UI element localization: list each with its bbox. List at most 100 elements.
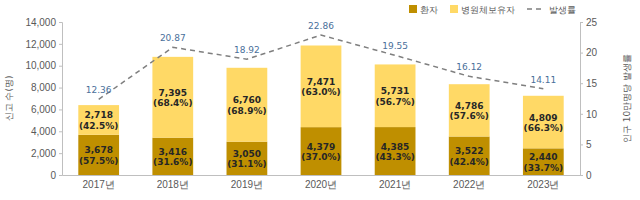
y2-tick-label: 15 bbox=[586, 78, 598, 89]
y-tick-label: 4,000 bbox=[31, 126, 56, 137]
bar bbox=[301, 127, 342, 175]
bar-value-label: 3,678 bbox=[84, 145, 112, 155]
chart: 02,0004,0006,0008,00010,00012,00014,0000… bbox=[0, 0, 640, 200]
bar-value-label: 7,395 bbox=[159, 88, 187, 98]
y2-tick-label: 10 bbox=[586, 109, 598, 120]
bar bbox=[152, 138, 193, 175]
y-tick: 8,000 bbox=[31, 82, 62, 93]
line bbox=[99, 35, 544, 99]
legend-label: 발생률 bbox=[549, 5, 576, 15]
y-tick-label: 12,000 bbox=[25, 39, 56, 50]
x-tick: 2022년 bbox=[453, 175, 485, 190]
y-axis: 0 2,000 4,000 6,000 8,000 10,000 12,000 14,000 bbox=[25, 17, 62, 181]
x-axis-line bbox=[63, 175, 581, 176]
bar bbox=[78, 105, 119, 135]
y-tick: 4,000 bbox=[31, 126, 62, 137]
bar-value-label: 2,440 bbox=[529, 152, 557, 162]
y-tick-mark bbox=[59, 153, 62, 154]
bar-value-label: 2,718 bbox=[84, 110, 112, 120]
line-value-label: 14.11 bbox=[530, 75, 556, 85]
x-tick-label: 2019년 bbox=[231, 179, 263, 190]
line-value-label: 22.86 bbox=[308, 21, 334, 31]
y2-tick: 20 bbox=[580, 47, 598, 58]
y2-tick: 5 bbox=[580, 139, 592, 150]
y-axis-title: 신고 수(명) bbox=[4, 76, 14, 122]
bar-share-label: (31.6%) bbox=[153, 157, 192, 167]
bar bbox=[449, 84, 490, 136]
x-tick: 2023년 bbox=[527, 175, 559, 190]
bar-share-label: (63.0%) bbox=[301, 87, 340, 97]
bar bbox=[227, 68, 268, 142]
y-tick-mark bbox=[59, 109, 62, 110]
y2-tick-mark bbox=[580, 22, 583, 23]
y2-tick-mark bbox=[580, 83, 583, 84]
y2-tick: 15 bbox=[580, 78, 598, 89]
x-tick: 2017년 bbox=[83, 175, 115, 190]
y2-tick: 25 bbox=[580, 17, 598, 28]
y-tick: 2,000 bbox=[31, 148, 62, 159]
y-tick-mark bbox=[59, 66, 62, 67]
y-tick-label: 14,000 bbox=[25, 17, 56, 28]
legend-label: 환자 bbox=[420, 5, 438, 15]
y2-tick-label: 20 bbox=[586, 47, 598, 58]
bar-share-label: (56.7%) bbox=[375, 97, 414, 107]
y2-tick-label: 0 bbox=[586, 170, 592, 181]
bar bbox=[449, 137, 490, 175]
bar-share-label: (68.4%) bbox=[153, 98, 192, 108]
y2-axis-title: 인구 10만명당 발생률 bbox=[622, 54, 632, 143]
x-tick: 2021년 bbox=[379, 175, 411, 190]
y2-axis: 0 5 10 15 20 25 bbox=[580, 17, 598, 181]
line-value-label: 16.12 bbox=[456, 62, 482, 72]
bar-value-label: 6,760 bbox=[233, 95, 261, 105]
y2-tick-mark bbox=[580, 53, 583, 54]
x-tick: 2020년 bbox=[305, 175, 337, 190]
x-tick-label: 2023년 bbox=[527, 179, 559, 190]
bar bbox=[375, 127, 416, 175]
y-tick-mark bbox=[59, 88, 62, 89]
legend: 환자 병원체보유자 발생률 bbox=[409, 5, 576, 15]
x-axis: 2017년 2018년 2019년 2020년 2021년 2022년 2023년 bbox=[63, 175, 581, 190]
bar bbox=[523, 96, 564, 149]
legend-swatch bbox=[409, 5, 417, 13]
x-tick: 2018년 bbox=[157, 175, 189, 190]
legend-label: 병원체보유자 bbox=[461, 5, 515, 15]
legend-item: 환자 bbox=[409, 5, 438, 15]
y-tick-label: 6,000 bbox=[31, 104, 56, 115]
y-tick-label: 8,000 bbox=[31, 82, 56, 93]
y2-tick-mark bbox=[580, 144, 583, 145]
bar bbox=[375, 64, 416, 127]
bar-value-label: 7,471 bbox=[307, 77, 335, 87]
data-labels: 3,678(57.5%)3,416(31.6%)3,050(31.1%)4,37… bbox=[79, 21, 563, 173]
y2-tick-label: 5 bbox=[586, 139, 592, 150]
y2-tick: 0 bbox=[580, 170, 592, 181]
bar-value-label: 4,786 bbox=[455, 101, 483, 111]
y2-tick-label: 25 bbox=[586, 17, 598, 28]
y-tick-label: 10,000 bbox=[25, 60, 56, 71]
y2-tick-mark bbox=[580, 114, 583, 115]
bar-share-label: (68.9%) bbox=[227, 106, 266, 116]
bar bbox=[301, 45, 342, 127]
bar-share-label: (31.1%) bbox=[227, 159, 266, 169]
bar-share-label: (42.4%) bbox=[449, 157, 488, 167]
bar-value-label: 4,379 bbox=[307, 142, 335, 152]
x-tick-label: 2020년 bbox=[305, 179, 337, 190]
legend-swatch bbox=[450, 5, 458, 13]
y-tick: 14,000 bbox=[25, 17, 62, 28]
y-tick-label: 2,000 bbox=[31, 148, 56, 159]
x-tick-label: 2022년 bbox=[453, 179, 485, 190]
bar-share-label: (66.3%) bbox=[524, 123, 563, 133]
bar bbox=[78, 135, 119, 175]
bar-value-label: 5,731 bbox=[381, 86, 409, 96]
bar bbox=[152, 57, 193, 138]
y-axis-line bbox=[59, 23, 63, 176]
x-tick-label: 2021년 bbox=[379, 179, 411, 190]
bar-share-label: (42.5%) bbox=[79, 121, 118, 131]
bar-value-label: 4,809 bbox=[529, 113, 557, 123]
bar-value-label: 3,416 bbox=[159, 147, 187, 157]
y-tick: 10,000 bbox=[25, 60, 62, 71]
y-tick: 12,000 bbox=[25, 39, 62, 50]
y-tick: 0 bbox=[50, 170, 62, 181]
line-value-label: 19.55 bbox=[382, 41, 408, 51]
y-tick-label: 0 bbox=[50, 170, 56, 181]
bar-share-label: (57.6%) bbox=[449, 111, 488, 121]
